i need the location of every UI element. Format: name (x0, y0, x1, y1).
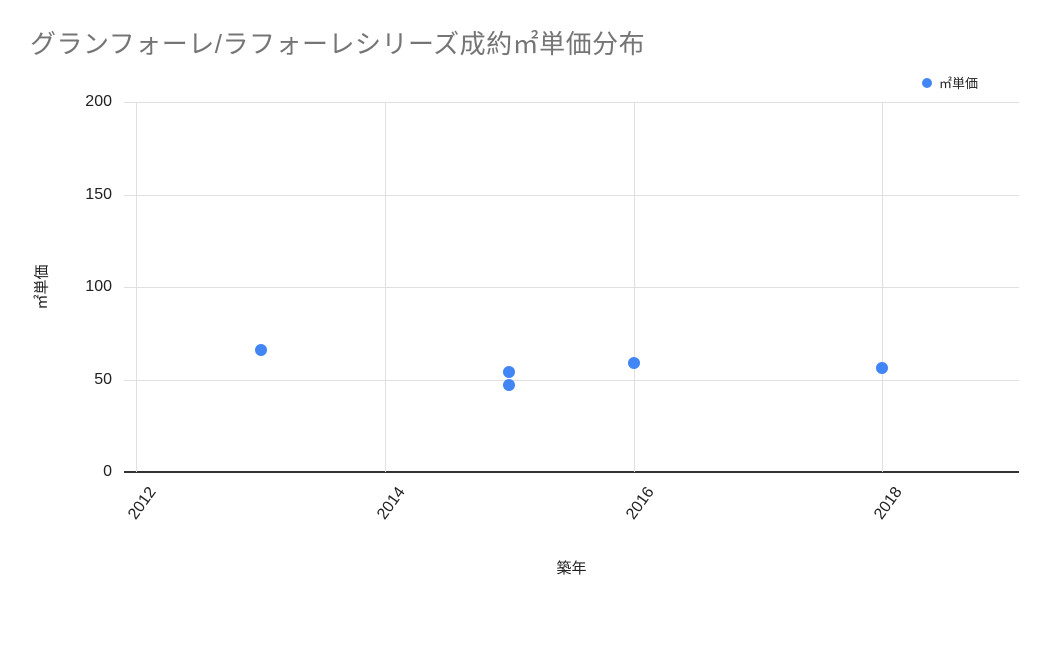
v-gridline (385, 102, 387, 472)
h-gridline (124, 102, 1019, 103)
x-tick-label: 2014 (374, 484, 409, 523)
data-point (254, 343, 267, 356)
x-axis-baseline (124, 471, 1019, 473)
legend-label: ㎡単価 (938, 76, 978, 91)
data-point (876, 362, 889, 375)
x-tick-label: 2018 (871, 484, 907, 523)
h-gridline (124, 194, 1019, 196)
h-gridline (124, 379, 1019, 381)
y-tick-label: 0 (103, 463, 112, 480)
data-point (627, 356, 640, 369)
data-point (503, 366, 516, 379)
x-axis-title: 築年 (556, 560, 587, 577)
y-tick-label: 50 (94, 370, 112, 388)
legend-circle-icon (921, 77, 932, 88)
data-point (503, 379, 516, 392)
chart-title: グランフォーレ/ラフォーレシリーズ成約㎡単価分布 (30, 29, 646, 59)
v-gridline (136, 102, 138, 472)
v-gridline (633, 102, 635, 472)
plot-area (124, 102, 1019, 473)
legend: ㎡単価 (921, 73, 978, 92)
x-tick-label: 2016 (622, 484, 658, 523)
y-tick-label: 100 (85, 278, 112, 295)
v-gridline (882, 102, 884, 472)
h-gridline (124, 287, 1019, 288)
y-tick-label: 200 (85, 93, 112, 110)
y-tick-label: 150 (85, 185, 112, 203)
x-tick-label: 2012 (125, 484, 161, 523)
